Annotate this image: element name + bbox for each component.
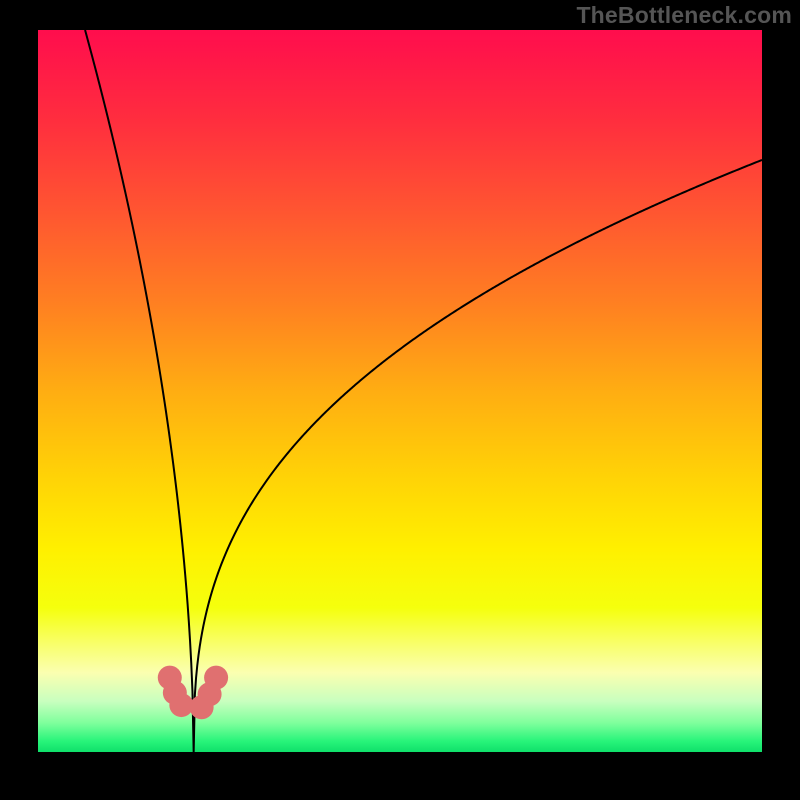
marker-point [204,666,228,690]
bottleneck-chart [0,0,800,800]
chart-container: TheBottleneck.com [0,0,800,800]
marker-point [169,693,193,717]
watermark-text: TheBottleneck.com [576,2,792,29]
chart-plot-area [38,30,762,752]
